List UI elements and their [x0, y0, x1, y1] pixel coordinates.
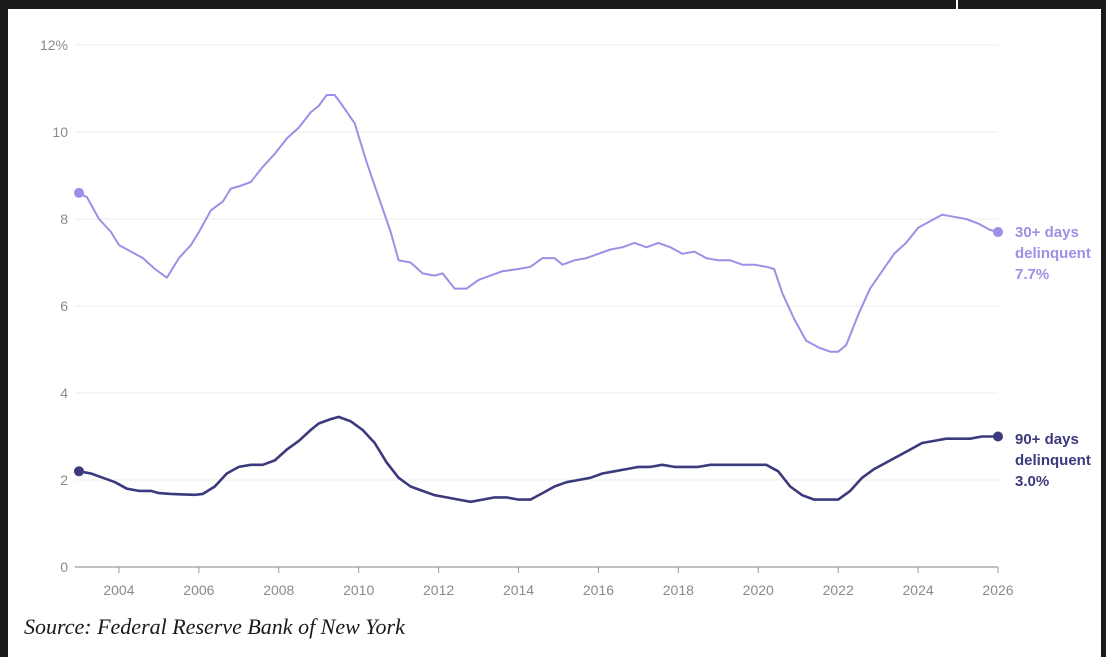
- x-tick-label: 2008: [263, 582, 294, 598]
- series-start-point: [73, 187, 84, 198]
- axes: 0 2 4 6 8 10 12% 2004 2006 2008 2010 2012 2014 2016 20…: [40, 37, 1014, 598]
- series-label: 7.7%: [1015, 266, 1049, 283]
- source-note: Source: Federal Reserve Bank of New York: [24, 614, 405, 639]
- series-label: 90+ days: [1015, 431, 1079, 448]
- frame-notch: [956, 0, 958, 9]
- series-line-30-plus-days: [78, 94, 999, 353]
- x-tick-label: 2006: [183, 582, 214, 598]
- x-tick-label: 2022: [823, 582, 854, 598]
- x-tick-label: 2020: [743, 582, 774, 598]
- y-tick-label: 0: [60, 559, 68, 575]
- x-tick-label: 2012: [423, 582, 454, 598]
- series-label: 30+ days: [1015, 224, 1079, 241]
- y-tick-label: 10: [52, 124, 68, 140]
- end-labels: 30+ days delinquent 7.7% 90+ days delinquent…: [1015, 224, 1091, 490]
- series-lines: [73, 94, 1003, 504]
- series-end-point: [993, 227, 1003, 238]
- series-end-point: [993, 431, 1003, 442]
- x-tick-label: 2016: [583, 582, 614, 598]
- y-tick-label: 6: [60, 298, 68, 314]
- grid-lines: [75, 44, 998, 568]
- x-tick-label: 2004: [103, 582, 134, 598]
- series-label: 3.0%: [1015, 473, 1049, 490]
- x-tick-label: 2014: [503, 582, 534, 598]
- y-tick-label: 8: [60, 211, 68, 227]
- x-tick-label: 2026: [982, 582, 1013, 598]
- x-tick-label: 2010: [343, 582, 374, 598]
- y-tick-label: 12%: [40, 37, 68, 53]
- series-label: delinquent: [1015, 245, 1091, 262]
- y-tick-label: 2: [60, 472, 68, 488]
- y-tick-label: 4: [60, 385, 68, 401]
- series-label: delinquent: [1015, 452, 1091, 469]
- x-tick-label: 2018: [663, 582, 694, 598]
- series-line-90-plus-days: [77, 415, 1000, 504]
- x-tick-label: 2024: [903, 582, 934, 598]
- series-start-point: [73, 466, 84, 477]
